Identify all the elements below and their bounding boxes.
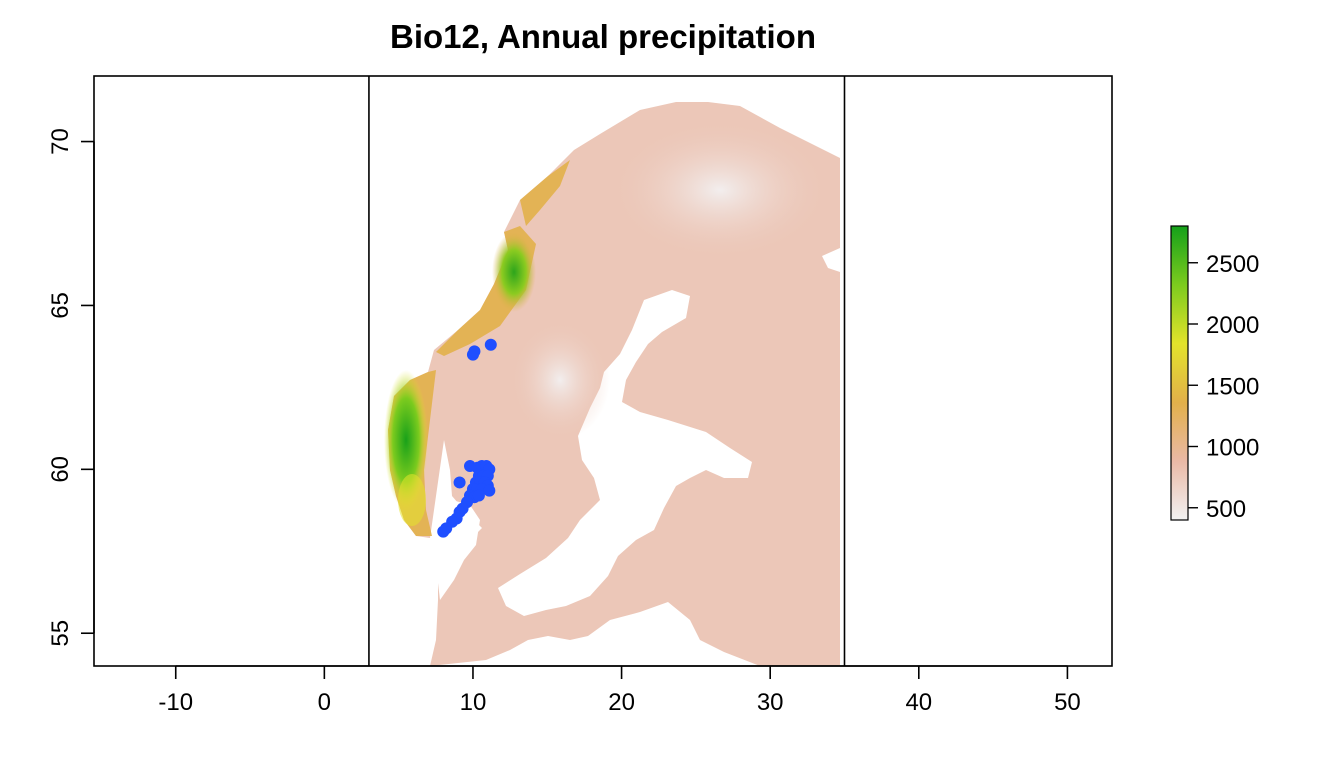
legend-tick-label: 500 <box>1206 496 1246 523</box>
wet-zone-west-yellow <box>398 474 426 526</box>
white-sea <box>822 248 840 272</box>
x-tick-label: 0 <box>318 689 331 716</box>
kattegat-water <box>436 500 480 600</box>
legend-tick-label: 2000 <box>1206 312 1259 339</box>
occurrence-point <box>484 338 497 351</box>
x-tick-label: 50 <box>1054 689 1081 716</box>
extent-lines <box>368 76 846 666</box>
x-tick-label: -10 <box>158 689 193 716</box>
occurrence-point <box>437 525 450 538</box>
y-tick-label: 65 <box>47 292 74 319</box>
baltic-sea <box>498 290 752 616</box>
color-legend: 500 1000 1500 2000 2500 <box>1170 225 1259 523</box>
x-tick-label: 40 <box>905 689 932 716</box>
occurrence-point <box>472 489 485 502</box>
inland-dry-zone <box>510 320 610 440</box>
x-tick-label: 20 <box>608 689 635 716</box>
map-title: Bio12, Annual precipitation <box>390 18 816 55</box>
y-tick-label: 70 <box>47 128 74 155</box>
legend-tick-label: 1500 <box>1206 373 1259 400</box>
y-tick-label: 60 <box>47 456 74 483</box>
y-tick-label: 55 <box>47 620 74 647</box>
x-tick-label: 30 <box>757 689 784 716</box>
precipitation-raster <box>384 102 840 666</box>
occurrence-point <box>453 476 466 489</box>
y-axis: 55 60 65 70 <box>47 128 95 647</box>
legend-tick-label: 1000 <box>1206 435 1259 462</box>
x-tick-label: 10 <box>460 689 487 716</box>
occurrence-point <box>468 345 481 358</box>
x-axis: -10 0 10 20 30 40 50 <box>158 665 1081 716</box>
legend-tick-label: 2500 <box>1206 251 1259 278</box>
wet-zone-north <box>492 232 536 312</box>
occurrence-points <box>437 338 497 538</box>
wet-zone-west <box>384 370 428 510</box>
coast-band-north <box>520 160 570 226</box>
legend-ticks: 500 1000 1500 2000 2500 <box>1188 251 1259 523</box>
occurrence-point <box>483 484 496 497</box>
arctic-dry-zone <box>610 120 830 260</box>
legend-color-bar <box>1170 225 1189 521</box>
